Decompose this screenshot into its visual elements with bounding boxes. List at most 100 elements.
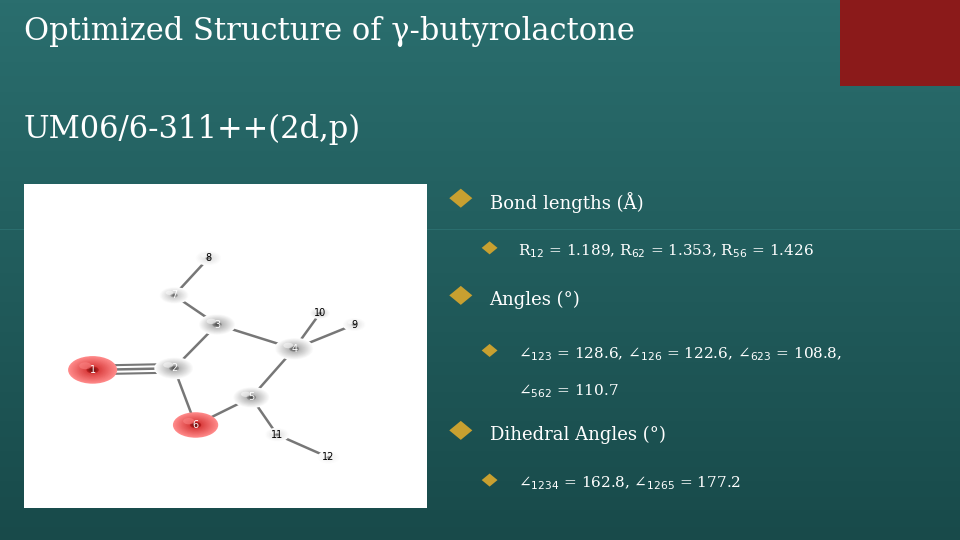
Circle shape bbox=[276, 338, 313, 360]
Circle shape bbox=[247, 395, 256, 400]
Circle shape bbox=[317, 451, 340, 464]
Circle shape bbox=[241, 392, 262, 403]
Circle shape bbox=[171, 367, 177, 370]
Circle shape bbox=[324, 455, 332, 460]
Circle shape bbox=[79, 362, 107, 377]
Circle shape bbox=[312, 309, 327, 318]
Circle shape bbox=[186, 420, 204, 430]
Circle shape bbox=[206, 257, 210, 259]
Circle shape bbox=[235, 388, 268, 407]
Circle shape bbox=[283, 343, 293, 348]
Circle shape bbox=[203, 255, 214, 261]
Circle shape bbox=[279, 341, 309, 357]
Circle shape bbox=[207, 319, 227, 330]
Text: 5: 5 bbox=[249, 393, 254, 402]
Circle shape bbox=[353, 324, 355, 325]
Circle shape bbox=[183, 418, 195, 424]
Polygon shape bbox=[449, 286, 472, 305]
Circle shape bbox=[312, 308, 328, 318]
Circle shape bbox=[322, 453, 336, 462]
Circle shape bbox=[284, 343, 304, 354]
Circle shape bbox=[167, 364, 181, 372]
Circle shape bbox=[204, 255, 214, 261]
Circle shape bbox=[205, 256, 211, 260]
Circle shape bbox=[83, 364, 103, 375]
Circle shape bbox=[190, 422, 202, 428]
Circle shape bbox=[159, 360, 189, 376]
Circle shape bbox=[166, 291, 174, 295]
Circle shape bbox=[79, 362, 91, 369]
Circle shape bbox=[73, 359, 112, 381]
Circle shape bbox=[241, 392, 251, 397]
Circle shape bbox=[276, 339, 312, 359]
Circle shape bbox=[245, 394, 258, 401]
Circle shape bbox=[81, 363, 105, 377]
Bar bbox=[24, 184, 427, 508]
Circle shape bbox=[204, 317, 230, 332]
Circle shape bbox=[163, 362, 173, 368]
Circle shape bbox=[249, 396, 254, 399]
Circle shape bbox=[197, 252, 221, 265]
Circle shape bbox=[159, 287, 189, 304]
Circle shape bbox=[271, 431, 284, 438]
Circle shape bbox=[350, 322, 358, 327]
Circle shape bbox=[349, 321, 360, 328]
Circle shape bbox=[327, 457, 329, 458]
Circle shape bbox=[70, 357, 114, 382]
Text: 9: 9 bbox=[351, 320, 357, 329]
Circle shape bbox=[215, 323, 219, 326]
Circle shape bbox=[191, 422, 200, 428]
Circle shape bbox=[160, 288, 188, 303]
Circle shape bbox=[246, 394, 257, 401]
Circle shape bbox=[326, 456, 330, 458]
Circle shape bbox=[270, 430, 284, 439]
Circle shape bbox=[320, 313, 321, 314]
Circle shape bbox=[267, 429, 287, 441]
Circle shape bbox=[280, 341, 308, 356]
Text: Dihedral Angles (°): Dihedral Angles (°) bbox=[490, 426, 665, 444]
Circle shape bbox=[169, 292, 180, 299]
Circle shape bbox=[180, 416, 211, 434]
Text: 11: 11 bbox=[271, 430, 283, 440]
Circle shape bbox=[319, 451, 339, 463]
Circle shape bbox=[277, 339, 311, 359]
Circle shape bbox=[293, 348, 296, 349]
Circle shape bbox=[205, 318, 228, 331]
Circle shape bbox=[344, 319, 365, 330]
Circle shape bbox=[288, 346, 300, 352]
Circle shape bbox=[202, 254, 207, 258]
Circle shape bbox=[251, 397, 252, 398]
Text: Angles (°): Angles (°) bbox=[490, 291, 581, 309]
Polygon shape bbox=[482, 474, 497, 487]
Circle shape bbox=[286, 345, 302, 353]
Circle shape bbox=[244, 393, 259, 402]
Circle shape bbox=[201, 254, 216, 262]
Circle shape bbox=[275, 433, 279, 436]
Circle shape bbox=[345, 319, 364, 330]
Circle shape bbox=[174, 413, 217, 437]
Circle shape bbox=[237, 389, 266, 406]
Circle shape bbox=[199, 253, 218, 264]
Circle shape bbox=[155, 357, 194, 380]
Bar bbox=[840, 0, 960, 86]
Circle shape bbox=[163, 362, 185, 374]
Circle shape bbox=[328, 457, 329, 458]
Circle shape bbox=[269, 430, 286, 440]
Circle shape bbox=[91, 369, 94, 370]
Circle shape bbox=[169, 366, 180, 371]
Circle shape bbox=[173, 412, 218, 438]
Circle shape bbox=[326, 456, 331, 458]
Text: 10: 10 bbox=[314, 308, 326, 318]
Circle shape bbox=[250, 396, 253, 399]
Text: 3: 3 bbox=[214, 320, 220, 329]
Circle shape bbox=[281, 342, 307, 356]
Circle shape bbox=[318, 312, 323, 315]
Circle shape bbox=[163, 289, 184, 301]
Circle shape bbox=[87, 367, 98, 373]
Circle shape bbox=[311, 308, 328, 318]
Circle shape bbox=[343, 318, 366, 331]
Circle shape bbox=[289, 346, 300, 352]
Circle shape bbox=[320, 453, 337, 462]
Text: ∠$_{123}$ = 128.6, ∠$_{126}$ = 122.6, ∠$_{623}$ = 108.8,: ∠$_{123}$ = 128.6, ∠$_{126}$ = 122.6, ∠$… bbox=[518, 345, 842, 362]
Circle shape bbox=[157, 359, 191, 378]
